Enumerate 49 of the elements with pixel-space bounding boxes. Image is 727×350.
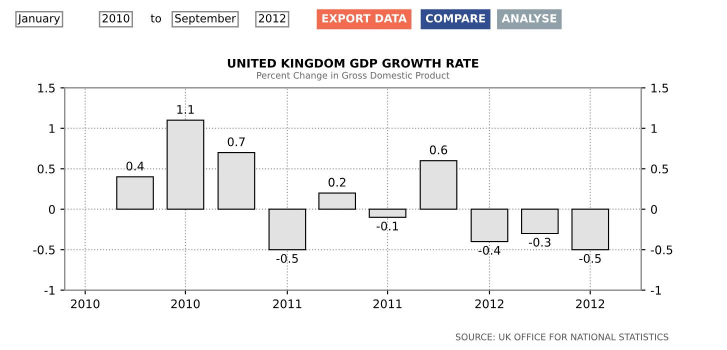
x-tick-label: 2012 bbox=[576, 299, 604, 308]
bar bbox=[318, 192, 356, 210]
text: EXPORT DATA bbox=[322, 14, 407, 22]
bar bbox=[420, 160, 458, 210]
data-label: -0.4 bbox=[478, 246, 500, 255]
bar bbox=[268, 208, 306, 250]
data-label: 0.6 bbox=[430, 145, 448, 154]
bar bbox=[571, 208, 610, 250]
x-tick-label: 2011 bbox=[273, 299, 302, 308]
bar bbox=[218, 152, 256, 210]
text: September bbox=[175, 14, 236, 25]
y2-tick-label: 1.5 bbox=[652, 84, 668, 93]
y2-tick-label: 1 bbox=[652, 124, 657, 133]
x-tick-label: 2010 bbox=[171, 299, 200, 308]
y2-tick-label: 0.5 bbox=[651, 164, 668, 174]
y2-tick-label: 0 bbox=[651, 204, 657, 214]
data-label: 0.7 bbox=[228, 137, 245, 146]
bar bbox=[521, 208, 559, 234]
data-label: 0.2 bbox=[328, 178, 346, 187]
text: ANALYSE bbox=[502, 14, 556, 22]
chart-title: UNITED KINGDOM GDP GROWTH RATE bbox=[228, 58, 478, 68]
y2-tick-label: -0.5 bbox=[650, 245, 672, 254]
x-tick-label: 2010 bbox=[71, 299, 100, 308]
data-label: -0.1 bbox=[376, 222, 398, 231]
y-tick-label: 1 bbox=[49, 124, 55, 133]
y-tick-label: 0.5 bbox=[38, 164, 55, 174]
source-note: SOURCE: UK OFFICE FOR NATIONAL STATISTICS bbox=[456, 334, 668, 340]
text: January bbox=[18, 14, 60, 25]
y-tick-label: 1.5 bbox=[38, 84, 55, 93]
chart-subtitle: Percent Change in Gross Domestic Product bbox=[257, 72, 450, 80]
text: 2010 bbox=[102, 14, 130, 22]
bar bbox=[470, 208, 508, 242]
y-tick-label: 0 bbox=[48, 204, 55, 214]
bar bbox=[116, 176, 154, 210]
data-label: 1.1 bbox=[177, 105, 194, 114]
bar bbox=[166, 120, 204, 210]
y-tick-label: -1 bbox=[44, 286, 55, 295]
data-label: -0.5 bbox=[579, 254, 601, 263]
text: 2012 bbox=[258, 14, 286, 22]
x-tick-label: 2011 bbox=[373, 299, 402, 308]
data-label: 0.4 bbox=[126, 162, 144, 171]
data-label: -0.3 bbox=[528, 238, 550, 247]
y2-tick-label: -1 bbox=[650, 286, 661, 295]
text: to bbox=[150, 14, 162, 22]
bar bbox=[368, 208, 406, 218]
y-tick-label: -0.5 bbox=[33, 245, 55, 254]
text: COMPARE bbox=[426, 14, 486, 22]
x-tick-label: 2012 bbox=[475, 299, 504, 308]
data-label: -0.5 bbox=[276, 254, 298, 263]
